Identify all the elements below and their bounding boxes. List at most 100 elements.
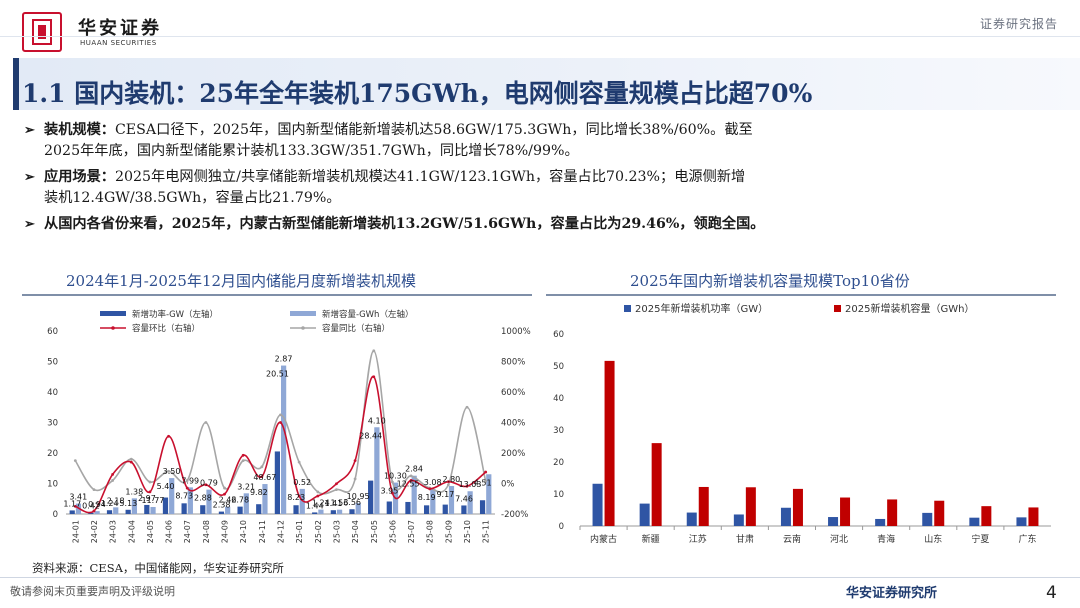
x-tick-label: 宁夏 (971, 533, 989, 545)
y-left-tick-label: 30 (47, 419, 58, 429)
bar-province-power (828, 517, 839, 526)
bar-province-power (639, 503, 650, 526)
x-tick-label: 25-03 (332, 520, 341, 543)
point-capacity-yoy (92, 488, 96, 491)
province-chart-svg: 2025年新增装机功率（GW） 2025新增装机容量（GWh） 0 10 20 30 40 5… (553, 302, 1051, 545)
bar-province-energy (604, 360, 615, 526)
point-capacity-mom (129, 460, 133, 464)
point-capacity-yoy (316, 490, 320, 494)
point-capacity-yoy (185, 479, 189, 482)
bar-energy (243, 493, 249, 514)
bullet-provinces: ➢ 从国内各省份来看，2025年，内蒙古新型储能新增装机13.2GW/51.6G… (24, 214, 1034, 235)
point-capacity-mom (465, 484, 469, 488)
y-right-tick-label: 400% (501, 419, 525, 429)
y-left-tick-label: 50 (47, 358, 58, 368)
point-capacity-mom (428, 487, 432, 491)
point-capacity-mom (204, 483, 208, 487)
x-tick-label: 24-02 (90, 520, 99, 543)
data-label-energy: 3.08 (424, 478, 442, 487)
data-label-power: 28.44 (359, 431, 382, 440)
legend-label: 新增功率-GW（左轴） (132, 309, 218, 320)
data-label-power: 2.97 (138, 494, 156, 503)
y-left-tick-label: 40 (47, 388, 58, 398)
bar-energy (486, 474, 492, 514)
point-capacity-mom (446, 480, 450, 484)
point-capacity-mom (185, 486, 189, 490)
bar-province-energy (792, 488, 803, 526)
data-label-power: 8.23 (287, 493, 305, 502)
bar-power (181, 503, 187, 514)
point-capacity-yoy (148, 480, 152, 484)
y-tick-label: 60 (553, 330, 564, 340)
bar-province-energy (934, 500, 945, 526)
bar-power (69, 510, 75, 514)
x-tick-label: 24-01 (71, 520, 80, 543)
data-label-energy: 3.50 (163, 467, 181, 476)
x-tick-label: 25-08 (426, 520, 435, 543)
data-label-energy: 7.99 (181, 476, 199, 485)
legend-label: 新增容量-GWh（左轴） (322, 309, 413, 320)
bar-energy (448, 486, 455, 514)
bar-power (386, 501, 392, 514)
huaan-logo-icon (22, 12, 62, 52)
bar-energy (355, 503, 361, 514)
x-tick-label: 24-09 (221, 520, 230, 543)
y-tick-label: 10 (553, 490, 564, 500)
legend-label: 容量环比（右轴） (132, 323, 200, 334)
point-capacity-yoy (167, 469, 170, 473)
disclaimer-link: 敬请参阅末页重要声明及评级说明 (10, 585, 175, 598)
data-label-energy: 1.38 (125, 487, 143, 496)
bar-power (461, 505, 467, 514)
point-capacity-yoy (465, 405, 469, 409)
bullet-install-scale: ➢ 装机规模：CESA口径下，2025年，国内新型储能新增装机达58.6GW/1… (24, 120, 1034, 162)
bar-province-energy (981, 506, 992, 526)
page-title: 1.1 国内装机：25年全年装机175GWh，电网侧容量规模占比超70% (22, 79, 813, 108)
bar-power (479, 500, 486, 514)
monthly-chart: 新增功率-GW（左轴） 新增容量-GWh（左轴） 容量环比（右轴） 容量同比（右轴） 0… (20, 300, 545, 558)
bar-energy (281, 365, 287, 514)
bar-energy (150, 506, 156, 514)
data-label-energy: 0.94 (88, 500, 106, 509)
bar-province-energy (651, 443, 662, 526)
line-capacity-mom (75, 375, 487, 514)
data-label-power: 0.42 (82, 502, 100, 511)
x-tick-label: 甘肃 (736, 533, 754, 545)
bar-power (293, 505, 299, 514)
bullet-text: 从国内各省份来看，2025年，内蒙古新型储能新增装机13.2GW/51.6GWh… (44, 216, 765, 232)
footer-divider (0, 577, 1080, 578)
bar-power (405, 501, 411, 514)
bullet-text: CESA口径下，2025年，国内新型储能新增装机达58.6GW/175.3GWh… (114, 122, 753, 138)
point-capacity-yoy (73, 459, 77, 463)
y-left-tick-label: 20 (47, 449, 58, 459)
bar-energy (467, 491, 473, 514)
data-label-power: 9.17 (436, 490, 454, 499)
arrow-bullet-icon: ➢ (24, 217, 35, 232)
x-tick-label: 24-06 (165, 520, 174, 543)
bar-power (442, 504, 448, 514)
data-label-energy: 2.42 (219, 496, 237, 505)
bar-power (256, 504, 262, 514)
arrow-bullet-icon: ➢ (24, 170, 35, 185)
province-chart: 2025年新增装机功率（GW） 2025新增装机容量（GWh） 0 10 20 30 40 5… (546, 300, 1061, 558)
y-right-tick-label: 600% (501, 388, 525, 398)
bullet-text: 装机12.4GW/38.5GWh，容量占比21.79%。 (44, 190, 341, 206)
footer-brand: 华安证券研究所 (846, 586, 938, 601)
page-number: 4 (1046, 583, 1057, 603)
data-label-energy: 2.87 (275, 355, 293, 364)
x-tick-label: 云南 (783, 533, 801, 545)
point-capacity-mom (241, 453, 245, 457)
legend-swatch (290, 311, 316, 316)
legend-swatch (624, 305, 631, 312)
y-left-tick-label: 60 (47, 327, 58, 337)
x-tick-label: 24-10 (239, 520, 248, 543)
x-tick-label: 24-08 (202, 520, 211, 543)
bullet-application: ➢ 应用场景：2025年电网侧独立/共享储能新增装机规模达41.1GW/123.… (24, 167, 1034, 209)
province-chart-title-rule (546, 294, 1056, 296)
legend-label: 2025年新增装机功率（GW） (635, 302, 768, 315)
bar-province-power (875, 518, 886, 526)
header-divider (0, 36, 1080, 37)
bar-power (162, 497, 169, 514)
y-right-tick-label: 0% (501, 480, 515, 490)
data-label-energy: 11.77 (141, 496, 164, 505)
bar-power (237, 506, 243, 514)
